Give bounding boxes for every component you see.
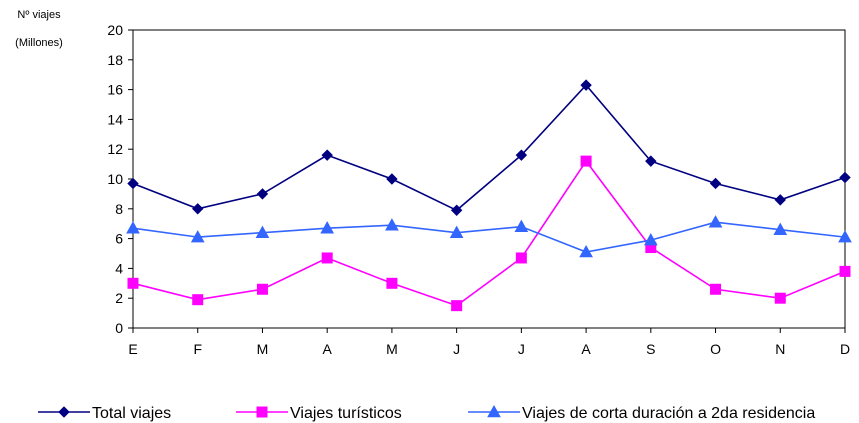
series-3-point: [838, 230, 852, 243]
x-tick-label: A: [323, 341, 333, 357]
series-1-point: [386, 173, 398, 185]
x-tick-label: F: [193, 341, 202, 357]
y-tick-label: 8: [115, 201, 123, 217]
series-2-point: [839, 265, 851, 277]
series-2-point: [515, 252, 527, 264]
legend-marker-3: [487, 404, 501, 418]
series-3-point: [126, 221, 140, 234]
y-tick-label: 10: [107, 171, 123, 187]
series-1-point: [839, 171, 851, 184]
series-1-point: [580, 79, 592, 91]
series-2-point: [710, 283, 722, 295]
series-line-3: [132, 221, 846, 253]
series-line-1: [132, 83, 846, 212]
series-1-point: [127, 177, 139, 190]
series-1-point: [774, 194, 786, 206]
legend-label-3: Viajes de corta duración a 2da residenci…: [522, 405, 815, 422]
series-1-point: [450, 204, 463, 216]
series-3-point: [320, 221, 335, 234]
series-2-point: [451, 300, 463, 312]
series-2-point: [580, 155, 592, 167]
legend-marker-1: [58, 406, 70, 418]
series-1-point: [256, 188, 269, 200]
plot-frame: [132, 29, 846, 329]
x-tick-label: D: [840, 341, 850, 357]
series-3-point: [449, 225, 464, 238]
x-tick-label: M: [386, 341, 398, 357]
series-2-point: [321, 252, 333, 264]
y-tick-label: 20: [107, 22, 123, 38]
series-2-point: [127, 277, 139, 289]
series-3-point: [385, 218, 399, 231]
series-3-point: [773, 222, 788, 235]
series-3-point: [514, 219, 529, 232]
y-axis-title-line1: Nº viajes: [17, 9, 61, 21]
series-3-point: [255, 225, 270, 238]
series-3-point: [579, 244, 593, 258]
series-3-point: [190, 230, 205, 243]
x-tick-label: J: [518, 341, 525, 357]
y-tick-label: 14: [107, 111, 123, 127]
series-2-point: [256, 283, 268, 295]
series-1-point: [321, 149, 333, 161]
series-2-point: [192, 294, 204, 306]
y-tick-label: 4: [115, 260, 123, 276]
series-1-point: [709, 177, 722, 190]
series-3-point: [708, 215, 723, 228]
x-tick-label: A: [581, 341, 591, 357]
series-1-point: [645, 155, 657, 167]
series-1-point: [515, 149, 528, 161]
x-tick-label: M: [257, 341, 269, 357]
y-axis-title-line2: (Millones): [15, 37, 63, 49]
x-tick-label: E: [128, 341, 137, 357]
y-tick-label: 16: [107, 82, 123, 98]
y-tick-label: 12: [107, 141, 123, 157]
y-tick-label: 2: [115, 290, 123, 306]
x-tick-label: J: [453, 341, 460, 357]
x-tick-label: N: [775, 341, 785, 357]
y-tick-label: 18: [107, 52, 123, 68]
series-3-point: [643, 233, 658, 246]
series-2-point: [386, 277, 398, 289]
legend-label-2: Viajes turísticos: [290, 405, 402, 422]
legend-marker-2: [256, 406, 268, 418]
series-1-point: [192, 203, 204, 215]
series-2-point: [774, 292, 786, 304]
series-line-2: [132, 159, 846, 307]
y-tick-label: 6: [115, 231, 123, 247]
x-tick-label: O: [710, 341, 721, 357]
x-tick-label: S: [646, 341, 655, 357]
y-tick-label: 0: [115, 320, 123, 336]
legend-label-1: Total viajes: [92, 405, 171, 422]
